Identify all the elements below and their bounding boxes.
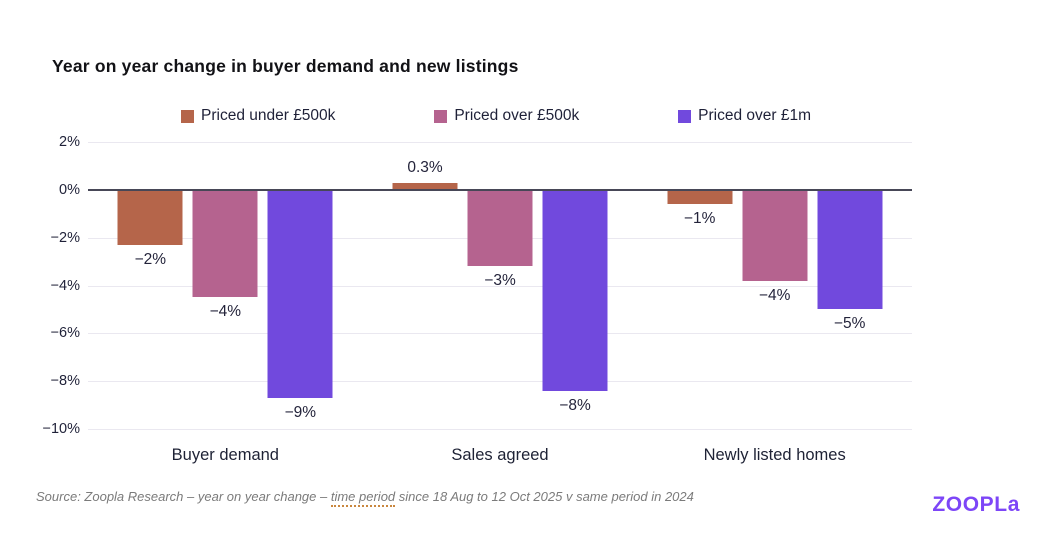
y-axis-tick-label: −4% [50, 277, 80, 294]
source-text-prefix: Source: Zoopla Research – year on year c… [36, 489, 331, 504]
y-axis-tick-label: −10% [42, 421, 81, 437]
bar-value-label: −4% [758, 286, 791, 304]
y-axis-tick-label: 0% [59, 181, 80, 198]
gridline [88, 333, 912, 335]
legend-swatch-icon [181, 109, 194, 123]
y-axis-tick-label: −8% [50, 373, 80, 390]
y-axis-tick-label: −2% [50, 229, 80, 246]
bar-newly-listed-homes-priced-over-500k: −4% [742, 189, 808, 304]
legend-item-priced-over-500k: Priced over £500k [434, 107, 579, 125]
bar-sales-agreed-priced-under-500k: 0.3% [392, 159, 458, 190]
bar-value-label: −3% [484, 272, 516, 290]
source-underlined-text: time period [330, 489, 396, 507]
gridline [88, 381, 912, 383]
x-axis-category-label: Buyer demand [171, 446, 279, 464]
legend: Priced under £500k Priced over £500k Price… [181, 107, 811, 125]
bar-buyer-demand-priced-over-1m: −9% [267, 189, 333, 421]
bar-value-label: −8% [559, 396, 591, 414]
zoopla-logo: ZOOPLa [932, 493, 1020, 516]
legend-label: Priced over £500k [454, 107, 580, 124]
legend-label: Priced over £1m [698, 107, 811, 124]
bar-group-sales-agreed: 0.3% −3% −8% [392, 142, 608, 429]
bar-newly-listed-homes-priced-over-1m: −5% [817, 189, 883, 332]
gridline [88, 142, 912, 143]
bar-value-label: 0.3% [407, 158, 443, 176]
bar-value-label: −1% [683, 210, 716, 228]
legend-item-priced-over-1m: Priced over £1m [678, 107, 811, 125]
bar-sales-agreed-priced-over-500k: −3% [467, 189, 533, 289]
y-axis-tick-label: 2% [59, 134, 80, 150]
x-axis-category-label: Newly listed homes [703, 446, 846, 464]
bar-value-label: −9% [284, 403, 317, 421]
bar-sales-agreed-priced-over-1m: −8% [542, 189, 608, 414]
zero-line [88, 188, 912, 191]
source-text-suffix: since 18 Aug to 12 Oct 2025 v same perio… [395, 489, 694, 504]
x-axis-category-label: Sales agreed [451, 446, 549, 464]
bar-value-label: −2% [134, 250, 167, 268]
legend-swatch-icon [678, 109, 692, 123]
bar-value-label: −4% [209, 303, 242, 321]
bar-newly-listed-homes-priced-under-500k: −1% [667, 189, 733, 227]
legend-label: Priced under £500k [201, 107, 336, 124]
bar-buyer-demand-priced-over-500k: −4% [192, 189, 258, 320]
plot-area: 2% 0% −2% −4% −6% −8% −10% −2% −4% −9% 0.3% −3% −8% −… [43, 134, 912, 437]
gridline [88, 429, 912, 430]
bar-buyer-demand-priced-under-500k: −2% [117, 189, 183, 268]
legend-swatch-icon [434, 109, 448, 123]
bar-value-label: −5% [833, 315, 866, 333]
bar-group-buyer-demand: −2% −4% −9% [117, 142, 333, 429]
bar-group-newly-listed-homes: −1% −4% −5% [667, 142, 883, 429]
gridline [88, 285, 912, 287]
chart-title: Year on year change in buyer demand and … [52, 56, 519, 76]
source-note: Source: Zoopla Research – year on year c… [36, 489, 694, 507]
y-axis-tick-label: −6% [50, 325, 80, 342]
legend-item-priced-under-500k: Priced under £500k [181, 107, 335, 125]
